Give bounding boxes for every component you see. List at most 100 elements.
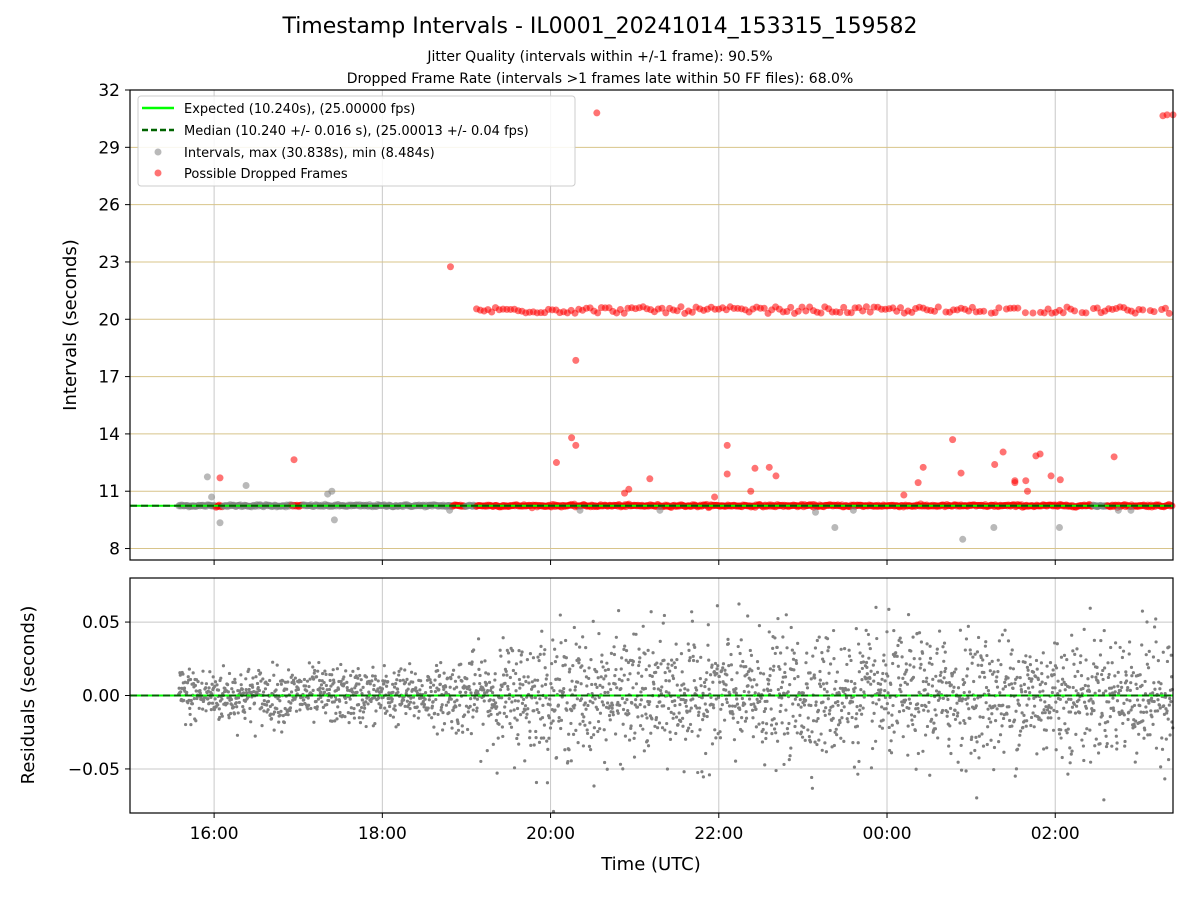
residual-point bbox=[674, 715, 679, 719]
residual-point bbox=[851, 741, 855, 745]
residual-point bbox=[556, 703, 561, 707]
residual-point bbox=[578, 645, 582, 649]
residual-point bbox=[1086, 684, 1090, 688]
residual-point bbox=[781, 635, 785, 639]
residual-point bbox=[359, 678, 363, 682]
residual-point bbox=[970, 661, 974, 665]
residual-point bbox=[1124, 679, 1129, 683]
interval-outlier-9 bbox=[576, 506, 584, 514]
residual-point bbox=[600, 653, 604, 657]
residual-point bbox=[942, 659, 946, 663]
residual-point bbox=[779, 703, 783, 707]
residual-point bbox=[523, 704, 528, 708]
residual-point bbox=[1016, 698, 1020, 702]
residual-point bbox=[976, 663, 980, 667]
residual-point bbox=[912, 657, 916, 661]
residual-point bbox=[713, 728, 717, 732]
residual-point bbox=[631, 659, 635, 664]
residual-point bbox=[818, 669, 822, 674]
residual-point bbox=[1163, 777, 1167, 781]
residual-point bbox=[627, 711, 631, 716]
residual-point bbox=[1051, 668, 1055, 672]
residual-point bbox=[1071, 685, 1075, 690]
residual-point bbox=[998, 733, 1003, 737]
residual-point bbox=[213, 684, 217, 688]
residual-point bbox=[356, 667, 360, 671]
residual-point bbox=[211, 675, 215, 679]
residual-point bbox=[504, 700, 508, 704]
residual-point bbox=[646, 648, 650, 652]
residual-point bbox=[762, 709, 766, 714]
residual-point bbox=[517, 649, 521, 653]
residual-point bbox=[1055, 710, 1059, 714]
residual-point bbox=[832, 657, 836, 661]
residual-point bbox=[555, 655, 559, 659]
residual-point bbox=[1026, 686, 1031, 690]
residual-point bbox=[701, 775, 705, 779]
residual-point bbox=[221, 664, 226, 668]
residual-point bbox=[733, 759, 738, 763]
residual-point bbox=[467, 684, 471, 689]
residual-point bbox=[1041, 689, 1045, 693]
residual-point bbox=[1128, 688, 1132, 692]
residual-point bbox=[339, 662, 343, 667]
residual-point bbox=[889, 682, 893, 686]
residual-point bbox=[475, 709, 479, 713]
residual-point bbox=[655, 726, 660, 730]
residual-point bbox=[947, 744, 951, 748]
residual-point bbox=[1031, 711, 1035, 715]
residual-point bbox=[545, 781, 550, 785]
residual-point bbox=[491, 685, 495, 689]
residual-point bbox=[553, 660, 558, 664]
residual-point bbox=[1120, 685, 1124, 689]
residual-point bbox=[755, 660, 760, 664]
residual-point bbox=[240, 687, 244, 691]
residual-point bbox=[904, 662, 908, 666]
residual-point bbox=[188, 712, 192, 717]
dropped-outlier-35 bbox=[1163, 111, 1171, 119]
residual-point bbox=[783, 662, 787, 666]
residual-point bbox=[790, 648, 794, 652]
residual-point bbox=[916, 706, 920, 711]
residual-point bbox=[590, 682, 594, 687]
residual-point bbox=[591, 701, 595, 705]
residual-point bbox=[260, 705, 264, 710]
dropped-outlier-2 bbox=[446, 263, 454, 271]
residual-point bbox=[213, 697, 217, 701]
residual-point bbox=[1011, 686, 1015, 690]
residual-point bbox=[927, 661, 931, 665]
residual-point bbox=[960, 736, 964, 740]
residual-point bbox=[419, 679, 423, 683]
residual-point bbox=[731, 712, 735, 716]
residual-point bbox=[588, 721, 592, 725]
residual-point bbox=[720, 703, 724, 707]
residual-point bbox=[536, 655, 540, 659]
residual-point bbox=[573, 685, 578, 689]
residual-point bbox=[745, 672, 749, 676]
residual-point bbox=[592, 733, 596, 737]
residual-point bbox=[910, 718, 914, 722]
residual-point bbox=[1084, 706, 1089, 710]
residual-point bbox=[177, 686, 181, 690]
residual-point bbox=[944, 681, 948, 685]
residual-point bbox=[322, 680, 326, 685]
dropped-frame-point bbox=[677, 303, 685, 311]
residual-point bbox=[845, 662, 849, 667]
residual-point bbox=[603, 690, 607, 695]
residual-point bbox=[450, 673, 455, 677]
residual-point bbox=[887, 725, 891, 730]
residual-point bbox=[788, 754, 792, 758]
residual-point bbox=[385, 709, 389, 713]
residual-point bbox=[732, 738, 737, 742]
residual-point bbox=[684, 737, 688, 741]
residual-point bbox=[1073, 652, 1077, 656]
residual-point bbox=[401, 678, 405, 682]
residual-point bbox=[257, 688, 262, 693]
residual-point bbox=[394, 682, 398, 686]
residual-point bbox=[1068, 761, 1072, 765]
residual-point bbox=[933, 727, 938, 731]
residual-point bbox=[644, 668, 648, 672]
residual-point bbox=[974, 735, 978, 739]
residual-point bbox=[493, 678, 497, 682]
